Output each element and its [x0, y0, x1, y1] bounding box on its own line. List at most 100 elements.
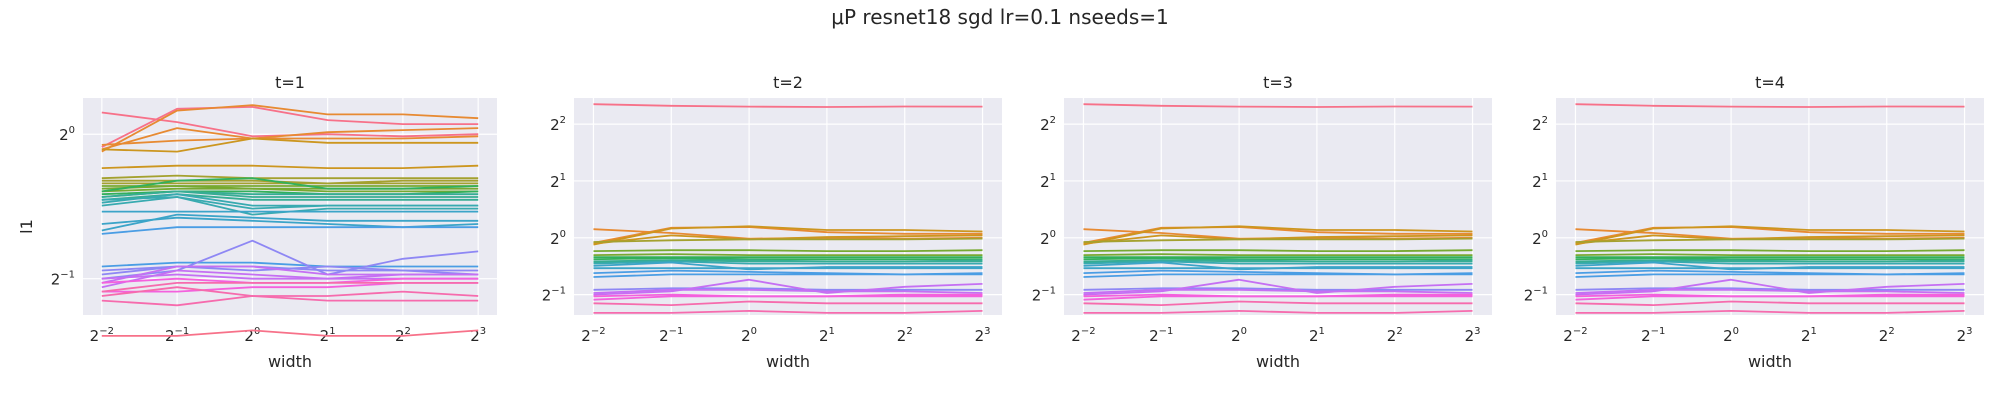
figure-title: μP resnet18 sgd lr=0.1 nseeds=1 [831, 5, 1168, 29]
series-line [1575, 234, 1965, 245]
series-line [593, 253, 983, 257]
series-line [1575, 287, 1965, 291]
series-line [101, 239, 479, 280]
y-axis-label: l1 [17, 219, 36, 234]
subplot-title: t=3 [1263, 73, 1293, 92]
series-line [101, 190, 479, 198]
subplot-4: 2−2 2−1 20 21 22 23 22 21 20 2−1 t=4 width [1524, 73, 1984, 371]
subplot-title: t=2 [773, 73, 803, 92]
series-line [1083, 103, 1473, 108]
series-line [593, 237, 983, 243]
y-tick-label: 21 [1040, 172, 1056, 191]
series-line [1575, 249, 1965, 253]
x-tick-label: 2−1 [1641, 326, 1665, 345]
series-line [1575, 253, 1965, 257]
x-tick-label: 21 [1801, 326, 1817, 345]
series-line [101, 273, 479, 280]
series-line [101, 137, 479, 153]
series-line [1083, 287, 1473, 291]
x-axis-label: width [1256, 352, 1300, 371]
x-tick-label: 22 [1879, 326, 1895, 345]
series-line [593, 260, 983, 265]
series-line [1575, 259, 1965, 264]
series-line [593, 273, 983, 278]
subplot-title: t=4 [1755, 73, 1785, 92]
y-tick-label: 22 [550, 115, 566, 134]
series-line [101, 196, 479, 210]
x-tick-label: 20 [244, 326, 260, 345]
series-line [1083, 295, 1473, 301]
subplot-2: 2−2 2−1 20 21 22 23 22 21 20 2−1 t=2 width [542, 73, 1002, 371]
series-line [101, 179, 479, 185]
series-line [1083, 249, 1473, 253]
series-line [1083, 300, 1473, 307]
series-line [593, 287, 983, 291]
series-line [101, 281, 479, 293]
series-line [1083, 273, 1473, 278]
series-line [593, 225, 983, 246]
x-tick-label: 20 [741, 326, 757, 345]
subplot-3: 2−2 2−1 20 21 22 23 22 21 20 2−1 t=3 width [1032, 73, 1492, 371]
x-tick-label: 21 [819, 326, 835, 345]
series-line [1083, 288, 1473, 294]
y-tick-label: 20 [59, 125, 75, 144]
x-axis-label: width [766, 352, 810, 371]
series-line [593, 295, 983, 301]
series-line [593, 288, 983, 294]
series-line [1575, 237, 1965, 243]
x-tick-label: 22 [1387, 326, 1403, 345]
plot-area [1064, 98, 1492, 315]
y-tick-label: 22 [1532, 115, 1548, 134]
x-axis-label: width [1748, 352, 1792, 371]
series-line [1575, 300, 1965, 307]
series-line [101, 286, 479, 297]
x-tick-label: 23 [1957, 326, 1973, 345]
series-line [1083, 309, 1473, 314]
series-line [101, 104, 479, 153]
series-line [101, 265, 479, 276]
x-tick-label: 2−2 [1071, 326, 1095, 345]
series-line [1083, 234, 1473, 245]
series-line [1575, 103, 1965, 108]
y-tick-label: 2−1 [1524, 286, 1548, 305]
series-line [1575, 225, 1965, 246]
series-line [593, 309, 983, 314]
series-line [101, 177, 479, 193]
plot-area [574, 98, 1002, 315]
series-line [1083, 260, 1473, 265]
x-tick-label: 22 [897, 326, 913, 345]
y-tick-label: 2−1 [1032, 286, 1056, 305]
series-line [593, 234, 983, 245]
y-tick-label: 20 [1532, 229, 1548, 248]
y-tick-label: 20 [550, 229, 566, 248]
series-line [1575, 288, 1965, 294]
x-tick-label: 23 [470, 326, 486, 345]
series-line [101, 174, 479, 180]
series-line [593, 300, 983, 307]
series-line [1575, 273, 1965, 278]
series-line [1575, 309, 1965, 314]
series-line [101, 261, 479, 268]
series-line [101, 213, 479, 232]
series-line [101, 127, 479, 151]
series-line [1083, 257, 1473, 261]
x-tick-label: 2−1 [1149, 326, 1173, 345]
series-line [101, 226, 479, 235]
series-line [1575, 295, 1965, 301]
x-axis-label: width [268, 352, 312, 371]
x-tick-label: 23 [1465, 326, 1481, 345]
y-tick-label: 2−1 [51, 270, 75, 289]
x-tick-label: 2−2 [90, 326, 114, 345]
series-line [593, 249, 983, 253]
series-line [101, 295, 479, 307]
series-line [101, 329, 479, 337]
series-line [1083, 278, 1473, 296]
series-line [1575, 260, 1965, 265]
x-tick-label: 2−2 [1563, 326, 1587, 345]
plot-area [1556, 98, 1984, 315]
y-tick-label: 2−1 [542, 286, 566, 305]
x-tick-label: 23 [975, 326, 991, 345]
x-tick-label: 21 [1309, 326, 1325, 345]
